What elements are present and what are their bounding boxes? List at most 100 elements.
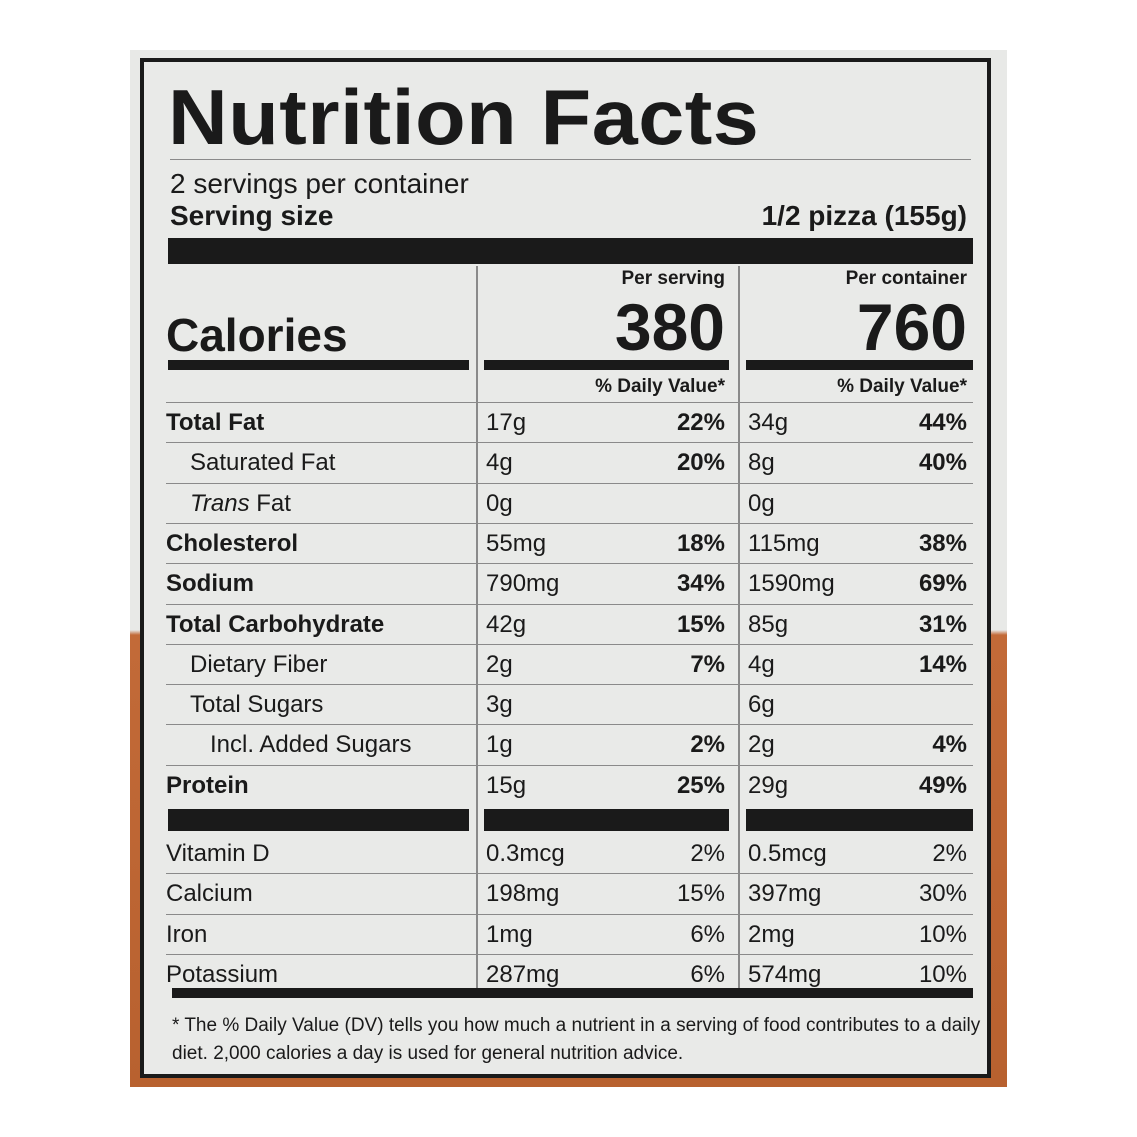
thick-divider-top bbox=[168, 238, 973, 264]
serving-amount: 2g bbox=[486, 650, 513, 678]
serving-amount: 15g bbox=[486, 771, 527, 799]
row-divider bbox=[166, 724, 973, 726]
vitamin-name: Vitamin D bbox=[166, 840, 270, 867]
container-amount: 2g bbox=[748, 731, 775, 759]
nutrient-name-text: Dietary Fiber bbox=[190, 650, 328, 678]
serving-daily-value: 34% bbox=[676, 570, 725, 598]
serving-amount: 198mg bbox=[486, 880, 560, 908]
container-daily-value: 40% bbox=[918, 449, 967, 477]
nutrient-name-text: Sodium bbox=[166, 570, 254, 598]
daily-value-header-serving: % Daily Value* bbox=[595, 376, 725, 397]
nutrient-name-text: Saturated Fat bbox=[190, 449, 336, 477]
serving-daily-value: 2% bbox=[690, 731, 725, 759]
nutrient-name-text: Cholesterol bbox=[166, 529, 299, 557]
nutrient-name: Saturated Fat bbox=[190, 449, 335, 477]
nutrient-name-text: Total Sugars bbox=[190, 691, 324, 719]
container-amount: 4g bbox=[748, 650, 775, 678]
serving-amount: 3g bbox=[486, 691, 513, 719]
vitamin-bar-serving bbox=[484, 809, 729, 831]
serving-daily-value: 25% bbox=[676, 771, 725, 799]
vitamin-divider bbox=[166, 913, 973, 915]
container-daily-value: 4% bbox=[932, 731, 967, 759]
thick-divider-bottom bbox=[172, 988, 973, 998]
per-container-header: Per container bbox=[845, 268, 967, 289]
container-amount: 1590mg bbox=[748, 570, 835, 598]
container-daily-value: 38% bbox=[918, 529, 967, 557]
serving-amount: 42g bbox=[486, 610, 527, 638]
vitamin-bar-label bbox=[168, 809, 469, 831]
servings-per-container: 2 servings per container bbox=[170, 168, 469, 199]
calories-per-serving: 380 bbox=[614, 290, 725, 364]
serving-amount: 4g bbox=[486, 449, 513, 477]
container-daily-value: 31% bbox=[918, 610, 967, 638]
column-divider-serving bbox=[476, 266, 478, 990]
serving-amount: 0.3mcg bbox=[486, 840, 565, 867]
nutrient-name: Total Fat bbox=[166, 409, 264, 437]
nutrient-name: Total Carbohydrate bbox=[166, 611, 384, 639]
vitamin-bar-container bbox=[746, 809, 973, 831]
container-amount: 6g bbox=[748, 691, 775, 719]
daily-value-header-container: % Daily Value* bbox=[837, 376, 967, 397]
nutrient-name-italic: Trans bbox=[190, 489, 250, 517]
serving-daily-value: 6% bbox=[690, 960, 725, 988]
serving-amount: 0g bbox=[486, 489, 513, 517]
nutrient-name-text: Total Carbohydrate bbox=[166, 610, 385, 638]
serving-size-value: 1/2 pizza (155g) bbox=[761, 200, 967, 231]
container-amount: 85g bbox=[748, 610, 789, 638]
container-daily-value: 10% bbox=[918, 960, 967, 988]
row-divider bbox=[166, 603, 973, 605]
row-divider bbox=[166, 684, 973, 686]
nutrient-name-text: Protein bbox=[166, 771, 249, 799]
calories-bar-label bbox=[168, 360, 469, 370]
serving-amount: 55mg bbox=[486, 529, 547, 557]
serving-size-label: Serving size bbox=[170, 200, 334, 231]
nutrient-name: Dietary Fiber bbox=[190, 651, 327, 679]
calories-bar-container bbox=[746, 360, 973, 370]
nutrient-name-text: Incl. Added Sugars bbox=[210, 731, 412, 759]
vitamin-divider bbox=[166, 873, 973, 875]
per-serving-header: Per serving bbox=[621, 268, 726, 289]
container-amount: 397mg bbox=[748, 880, 822, 908]
serving-amount: 1g bbox=[486, 731, 513, 759]
row-divider bbox=[166, 402, 973, 403]
serving-daily-value: 7% bbox=[690, 650, 725, 678]
container-daily-value: 30% bbox=[918, 880, 967, 908]
container-amount: 34g bbox=[748, 409, 789, 436]
serving-amount: 790mg bbox=[486, 570, 560, 598]
nutrient-name: Protein bbox=[166, 772, 249, 800]
vitamin-name: Potassium bbox=[166, 960, 279, 988]
serving-amount: 17g bbox=[486, 409, 527, 436]
container-daily-value: 14% bbox=[918, 650, 967, 678]
container-amount: 2mg bbox=[748, 920, 795, 948]
nutrient-name-text: Fat bbox=[249, 489, 291, 517]
nutrition-facts-label: Nutrition Facts 2 servings per container… bbox=[140, 58, 991, 1078]
nutrient-name: Sodium bbox=[166, 570, 254, 598]
row-divider bbox=[166, 643, 973, 645]
row-divider bbox=[166, 563, 973, 565]
serving-daily-value: 20% bbox=[676, 449, 725, 477]
container-daily-value: 44% bbox=[918, 409, 967, 436]
nutrient-name: Total Sugars bbox=[190, 691, 323, 719]
row-divider bbox=[166, 764, 973, 766]
container-amount: 574mg bbox=[748, 960, 822, 988]
row-divider bbox=[166, 522, 973, 524]
title-divider bbox=[170, 159, 971, 160]
serving-daily-value: 22% bbox=[676, 409, 725, 436]
container-daily-value: 49% bbox=[918, 771, 967, 799]
container-amount: 115mg bbox=[748, 529, 820, 557]
serving-daily-value: 2% bbox=[690, 840, 725, 867]
container-daily-value: 69% bbox=[918, 570, 967, 598]
container-amount: 8g bbox=[748, 449, 775, 477]
serving-amount: 287mg bbox=[486, 960, 560, 988]
daily-value-footnote: * The % Daily Value (DV) tells you how m… bbox=[172, 1015, 981, 1064]
vitamin-name: Calcium bbox=[166, 880, 253, 908]
vitamin-divider bbox=[166, 953, 973, 955]
serving-daily-value: 15% bbox=[676, 610, 725, 638]
nutrient-name-text: Total Fat bbox=[166, 409, 265, 436]
serving-daily-value: 18% bbox=[676, 529, 725, 557]
row-divider bbox=[166, 442, 973, 444]
nutrient-name: Incl. Added Sugars bbox=[210, 731, 411, 759]
vitamin-name: Iron bbox=[166, 920, 208, 948]
container-daily-value: 10% bbox=[918, 920, 967, 948]
calories-label: Calories bbox=[166, 309, 348, 361]
